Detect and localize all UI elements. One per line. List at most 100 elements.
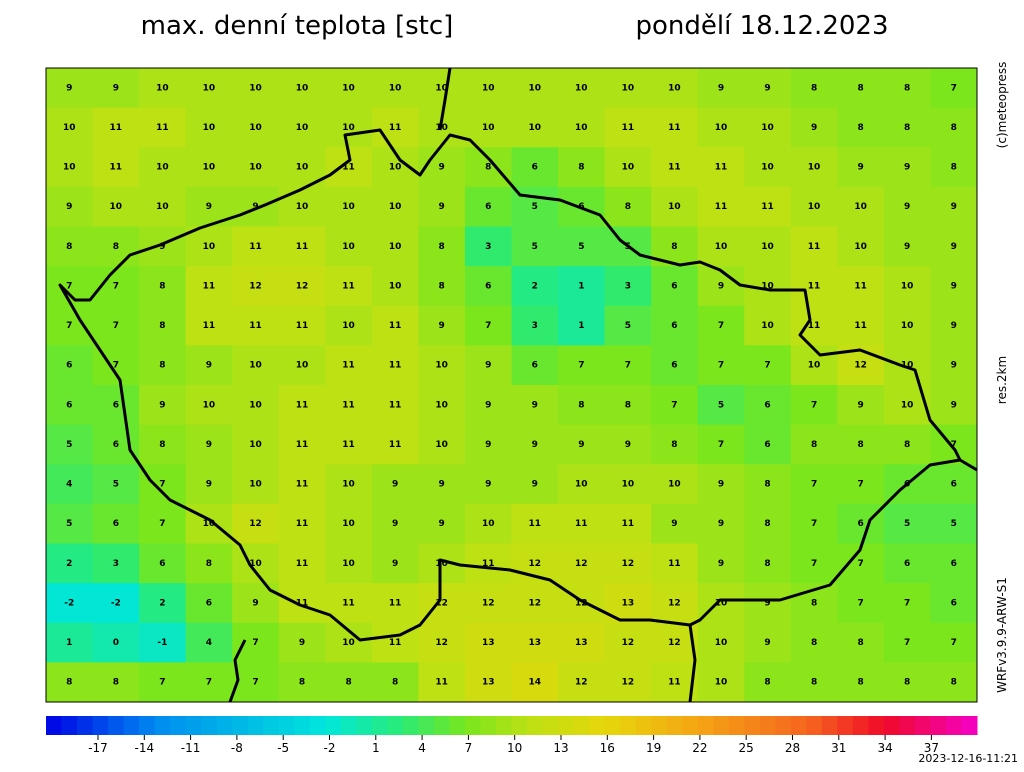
grid-cell: [790, 266, 838, 307]
grid-value: 11: [203, 281, 216, 291]
grid-cell: [790, 622, 838, 663]
grid-value: 9: [206, 202, 212, 212]
resolution: res.2km: [995, 356, 1009, 404]
grid-value: 10: [296, 202, 309, 212]
grid-cell: [371, 543, 419, 584]
grid-value: 10: [715, 123, 728, 133]
grid-cell: [930, 226, 978, 267]
grid-value: 5: [625, 321, 631, 331]
colorbar-tick-label: -8: [231, 741, 243, 755]
colorbar-segment: [930, 716, 947, 735]
grid-cell: [511, 464, 559, 505]
grid-value: 9: [392, 519, 398, 529]
grid-cell: [837, 147, 885, 188]
colorbar-segment: [495, 716, 512, 735]
grid-cell: [464, 424, 512, 465]
grid-cell: [697, 622, 745, 663]
grid-value: 5: [66, 440, 72, 450]
grid-value: 9: [951, 400, 957, 410]
grid-value: 11: [389, 638, 402, 648]
grid-value: 5: [718, 400, 724, 410]
grid-value: 8: [578, 400, 584, 410]
grid-value: 7: [159, 480, 165, 490]
grid-cell: [837, 662, 885, 703]
grid-value: 8: [159, 361, 165, 371]
grid-cell: [930, 186, 978, 227]
grid-cell: [511, 583, 559, 624]
grid-cell: [185, 68, 233, 109]
grid-value: 10: [296, 163, 309, 173]
grid-cell: [464, 186, 512, 227]
grid-value: 10: [249, 83, 262, 93]
grid-cell: [790, 147, 838, 188]
grid-value: 13: [482, 638, 495, 648]
grid-value: 7: [718, 361, 724, 371]
grid-cell: [139, 305, 187, 346]
grid-value: 7: [159, 678, 165, 688]
grid-cell: [92, 226, 140, 267]
grid-value: 7: [718, 321, 724, 331]
grid-value: 9: [532, 440, 538, 450]
grid-value: 10: [342, 638, 355, 648]
grid-cell: [558, 68, 606, 109]
grid-cell: [558, 464, 606, 505]
grid-cell: [558, 107, 606, 148]
grid-value: 9: [951, 321, 957, 331]
grid-cell: [837, 107, 885, 148]
grid-value: 8: [811, 598, 817, 608]
grid-value: 11: [715, 163, 728, 173]
grid-cell: [604, 68, 652, 109]
grid-value: 11: [249, 242, 262, 252]
grid-cell: [418, 68, 466, 109]
colorbar-segment: [201, 716, 218, 735]
colorbar-segment: [46, 716, 63, 735]
map-frame: [45, 67, 978, 703]
colorbar-segment: [232, 716, 249, 735]
grid-value: 8: [904, 440, 910, 450]
grid-cell: [511, 345, 559, 386]
grid-cell: [464, 662, 512, 703]
grid-cell: [139, 345, 187, 386]
grid-value: 9: [392, 480, 398, 490]
grid-value: 12: [529, 598, 542, 608]
grid-cell: [325, 226, 373, 267]
grid-cell: [371, 266, 419, 307]
grid-cell: [511, 385, 559, 426]
grid-value: 10: [342, 559, 355, 569]
grid-cell: [604, 107, 652, 148]
colorbar-tick-label: 37: [924, 741, 939, 755]
grid-value: 10: [203, 163, 216, 173]
grid-cell: [185, 226, 233, 267]
colorbar-segment: [837, 716, 854, 735]
grid-cell: [278, 266, 326, 307]
grid-value: 11: [296, 440, 309, 450]
grid-value: 8: [206, 559, 212, 569]
grid-value: 6: [764, 400, 770, 410]
grid-value: 10: [715, 242, 728, 252]
grid-cell: [930, 68, 978, 109]
grid-value: 7: [206, 678, 212, 688]
grid-value: 10: [808, 361, 821, 371]
grid-value: -2: [64, 598, 74, 608]
colorbar-segment: [92, 716, 109, 735]
grid-value: 6: [113, 440, 119, 450]
grid-value: 11: [296, 519, 309, 529]
grid-cell: [837, 226, 885, 267]
grid-value: 8: [578, 163, 584, 173]
grid-cell: [558, 305, 606, 346]
grid-value: 9: [951, 361, 957, 371]
grid-cell: [139, 186, 187, 227]
grid-value: 8: [764, 678, 770, 688]
grid-cell: [232, 424, 280, 465]
grid-value: 10: [389, 242, 402, 252]
grid-cell: [697, 107, 745, 148]
grid-value: 6: [764, 440, 770, 450]
grid-cell: [278, 622, 326, 663]
grid-cell: [371, 662, 419, 703]
grid-value: 12: [435, 638, 448, 648]
grid-cell: [464, 583, 512, 624]
grid-cell: [883, 147, 931, 188]
grid-value: 7: [857, 598, 863, 608]
grid-cell: [139, 226, 187, 267]
grid-value: 3: [532, 321, 538, 331]
